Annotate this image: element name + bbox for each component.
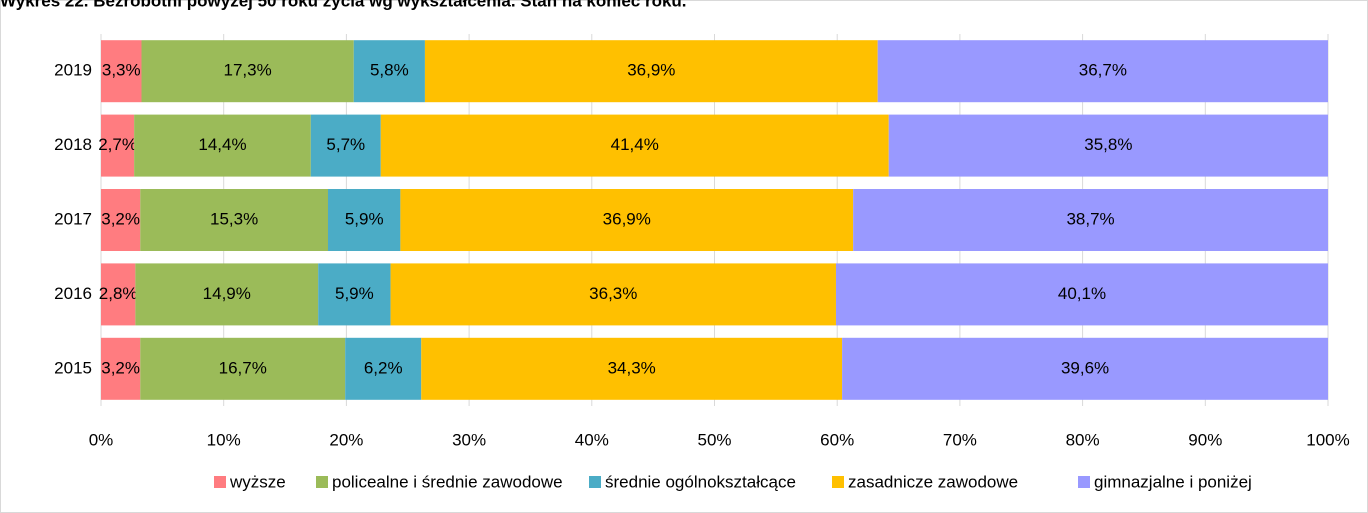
x-tick-label: 80%	[1066, 430, 1100, 449]
legend-swatch	[1078, 476, 1090, 488]
y-tick-label: 2015	[54, 358, 92, 377]
bar-segment	[101, 114, 135, 177]
legend-swatch	[832, 476, 844, 488]
bar-segment	[390, 263, 836, 326]
bar-segment	[101, 189, 141, 251]
bar-segment	[101, 263, 136, 326]
data-label: 14,9%	[203, 284, 251, 303]
bar-segment	[318, 263, 391, 326]
data-label: 36,3%	[589, 284, 637, 303]
x-tick-label: 50%	[697, 430, 731, 449]
data-label: 17,3%	[224, 61, 272, 80]
data-label: 6,2%	[364, 358, 403, 377]
legend-swatch	[214, 476, 226, 488]
data-label: 2,7%	[98, 135, 137, 154]
data-label: 15,3%	[210, 209, 258, 228]
bar-segment	[135, 263, 319, 326]
y-tick-label: 2017	[54, 209, 92, 228]
bar-segment	[101, 40, 142, 103]
data-label: 5,9%	[335, 284, 374, 303]
bar-segment	[835, 263, 1328, 326]
bar-segment	[353, 40, 425, 103]
bar-segment	[877, 40, 1328, 103]
bar-segment	[141, 40, 354, 103]
bar-segment	[380, 114, 889, 177]
data-label: 36,9%	[603, 209, 651, 228]
data-label: 34,3%	[608, 358, 656, 377]
data-label: 3,2%	[101, 358, 140, 377]
legend-label: zasadnicze zawodowe	[848, 472, 1018, 491]
bar-segment	[421, 337, 843, 400]
data-label: 16,7%	[219, 358, 267, 377]
data-label: 14,4%	[198, 135, 246, 154]
chart-title: Wykres 22. Bezrobotni powyżej 50 roku ży…	[0, 0, 687, 10]
bar-segment	[134, 114, 311, 177]
legend-swatch	[316, 476, 328, 488]
x-tick-label: 100%	[1306, 430, 1349, 449]
y-tick-label: 2019	[54, 61, 92, 80]
x-tick-label: 40%	[575, 430, 609, 449]
bar-segment	[345, 337, 422, 400]
legend-swatch	[589, 476, 601, 488]
bar-segment	[327, 189, 401, 251]
bar-segment	[400, 189, 854, 251]
data-label: 41,4%	[611, 135, 659, 154]
legend-label: średnie ogólnokształcące	[605, 472, 796, 491]
bar-segment	[424, 40, 878, 103]
data-label: 5,7%	[326, 135, 365, 154]
x-tick-label: 0%	[89, 430, 114, 449]
data-label: 5,9%	[345, 209, 384, 228]
data-label: 39,6%	[1061, 358, 1109, 377]
bar-segment	[140, 189, 328, 251]
bar-segment	[853, 189, 1328, 251]
data-label: 3,2%	[101, 209, 140, 228]
data-label: 35,8%	[1084, 135, 1132, 154]
data-label: 40,1%	[1058, 284, 1106, 303]
data-label: 38,7%	[1066, 209, 1114, 228]
legend-label: gimnazjalne i poniżej	[1094, 472, 1252, 491]
y-tick-label: 2016	[54, 284, 92, 303]
x-tick-label: 20%	[329, 430, 363, 449]
bar-segment	[888, 114, 1328, 177]
y-tick-label: 2018	[54, 135, 92, 154]
legend-label: policealne i średnie zawodowe	[332, 472, 563, 491]
bar-segment	[101, 337, 141, 400]
x-tick-label: 10%	[207, 430, 241, 449]
x-tick-label: 30%	[452, 430, 486, 449]
bar-segment	[842, 337, 1328, 400]
x-tick-label: 90%	[1188, 430, 1222, 449]
data-label: 2,8%	[99, 284, 138, 303]
x-tick-label: 60%	[820, 430, 854, 449]
bar-segment	[310, 114, 381, 177]
data-label: 36,7%	[1079, 61, 1127, 80]
legend-label: wyższe	[229, 472, 286, 491]
bar-segment	[140, 337, 346, 400]
data-label: 36,9%	[627, 61, 675, 80]
data-label: 5,8%	[370, 61, 409, 80]
data-label: 3,3%	[102, 61, 141, 80]
x-tick-label: 70%	[943, 430, 977, 449]
